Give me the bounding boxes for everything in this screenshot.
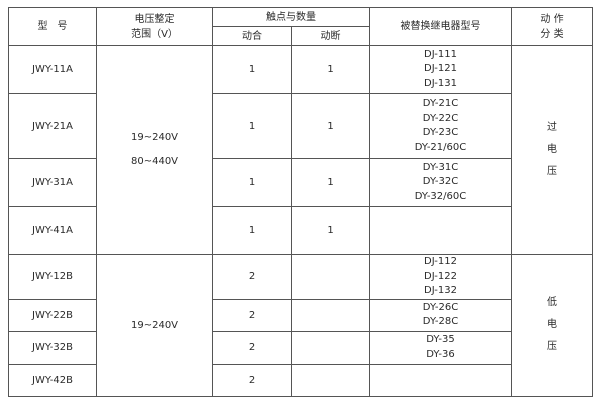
relay-model: DY-28C	[422, 316, 459, 327]
contact-make-cell: 2	[212, 254, 292, 300]
replaced-relay-cell: DY-35 DY-36	[369, 330, 512, 365]
table-row: JWY-32B 2 DY-35 DY-36	[8, 330, 593, 365]
model-cell: JWY-22B	[8, 298, 97, 332]
relay-model: DJ-132	[424, 285, 457, 296]
model-cell: JWY-41A	[8, 206, 97, 255]
contact-break-cell	[291, 298, 370, 332]
contact-break-cell	[291, 330, 370, 365]
class-char: 电	[547, 319, 557, 331]
contact-make-cell: 2	[212, 298, 292, 332]
relay-model: DJ-121	[424, 63, 457, 75]
relay-model: DY-31C	[422, 161, 459, 173]
replaced-relay-cell: DY-31C DY-32C DY-32/60C	[369, 158, 512, 207]
header-model: 型 号	[8, 7, 97, 46]
relay-model: DJ-111	[424, 48, 457, 60]
voltage-value: 19~240V	[130, 132, 179, 143]
header-voltage-range: 电压整定 范围（V）	[96, 7, 213, 46]
header-contact-break: 动断	[291, 26, 370, 46]
table-row: JWY-41A 1 1	[8, 206, 593, 255]
relay-model: DY-35	[426, 334, 455, 345]
voltage-value: 80~440V	[130, 156, 179, 167]
contact-make-cell: 1	[212, 206, 292, 255]
voltage-value: 19~240V	[130, 319, 179, 331]
relay-model: DJ-131	[424, 77, 457, 89]
header-contacts: 触点与数量	[212, 7, 370, 27]
model-cell: JWY-21A	[8, 93, 97, 159]
header-contact-make: 动合	[212, 26, 292, 46]
replaced-relay-cell: DY-21C DY-22C DY-23C DY-21/60C	[369, 93, 512, 159]
relay-model: DJ-112	[424, 256, 457, 267]
class-char: 电	[547, 144, 557, 155]
contact-make-cell: 1	[212, 45, 292, 94]
voltage-range-cell: 19~240V	[96, 254, 213, 397]
relay-model: DY-26C	[422, 301, 459, 313]
contact-make-cell: 1	[212, 158, 292, 207]
model-cell: JWY-12B	[8, 254, 97, 300]
contact-break-cell: 1	[291, 45, 370, 94]
relay-replacement-table: 型 号 电压整定 范围（V） 触点与数量 被替换继电器型号 动 作分 类 动合 动…	[8, 7, 593, 397]
header-replaced-relay: 被替换继电器型号	[369, 7, 512, 46]
voltage-range-cell: 19~240V 80~440V	[96, 45, 213, 255]
relay-model: DJ-122	[424, 270, 457, 282]
relay-model: DY-23C	[422, 127, 459, 138]
class-char: 低	[547, 297, 557, 309]
relay-model: DY-22C	[422, 112, 459, 124]
table-row: JWY-11A 19~240V 80~440V 1 1 DJ-111 DJ-121 DJ-13…	[8, 45, 593, 255]
class-char: 压	[547, 166, 557, 177]
model-cell: JWY-31A	[8, 158, 97, 207]
table-row: JWY-12B 19~240V 2 DJ-112 DJ-122 DJ-132 低电压	[8, 254, 593, 397]
contact-break-cell: 1	[291, 93, 370, 159]
table-row: JWY-22B 2 DY-26C DY-28C	[8, 298, 593, 332]
class-char: 过	[547, 122, 557, 133]
model-cell: JWY-32B	[8, 330, 97, 365]
relay-model: DY-21/60C	[414, 141, 467, 153]
contact-make-cell: 2	[212, 363, 292, 397]
contact-make-cell: 2	[212, 330, 292, 365]
replaced-relay-cell: DJ-112 DJ-122 DJ-132	[369, 254, 512, 300]
model-cell: JWY-42B	[8, 363, 97, 397]
relay-model: DY-32C	[422, 176, 459, 188]
contact-break-cell: 1	[291, 158, 370, 207]
replaced-relay-cell	[369, 363, 512, 397]
action-class-cell: 低电压	[511, 254, 593, 397]
replaced-relay-cell	[369, 206, 512, 255]
relay-model: DY-21C	[422, 98, 459, 109]
contact-break-cell: 1	[291, 206, 370, 255]
class-char: 压	[547, 341, 557, 353]
relay-model: DY-32/60C	[414, 190, 467, 202]
header-action-class: 动 作分 类	[511, 7, 593, 46]
table-row: JWY-42B 2	[8, 363, 593, 397]
replaced-relay-cell: DJ-111 DJ-121 DJ-131	[369, 45, 512, 94]
table-row: JWY-31A 1 1 DY-31C DY-32C DY-32/60C	[8, 158, 593, 207]
contact-make-cell: 1	[212, 93, 292, 159]
contact-break-cell	[291, 363, 370, 397]
replaced-relay-cell: DY-26C DY-28C	[369, 298, 512, 332]
contact-break-cell	[291, 254, 370, 300]
relay-model: DY-36	[426, 348, 455, 360]
model-cell: JWY-11A	[8, 45, 97, 94]
action-class-cell: 过电压	[511, 45, 593, 255]
table-row: JWY-21A 1 1 DY-21C DY-22C DY-23C DY-21/60C	[8, 93, 593, 159]
